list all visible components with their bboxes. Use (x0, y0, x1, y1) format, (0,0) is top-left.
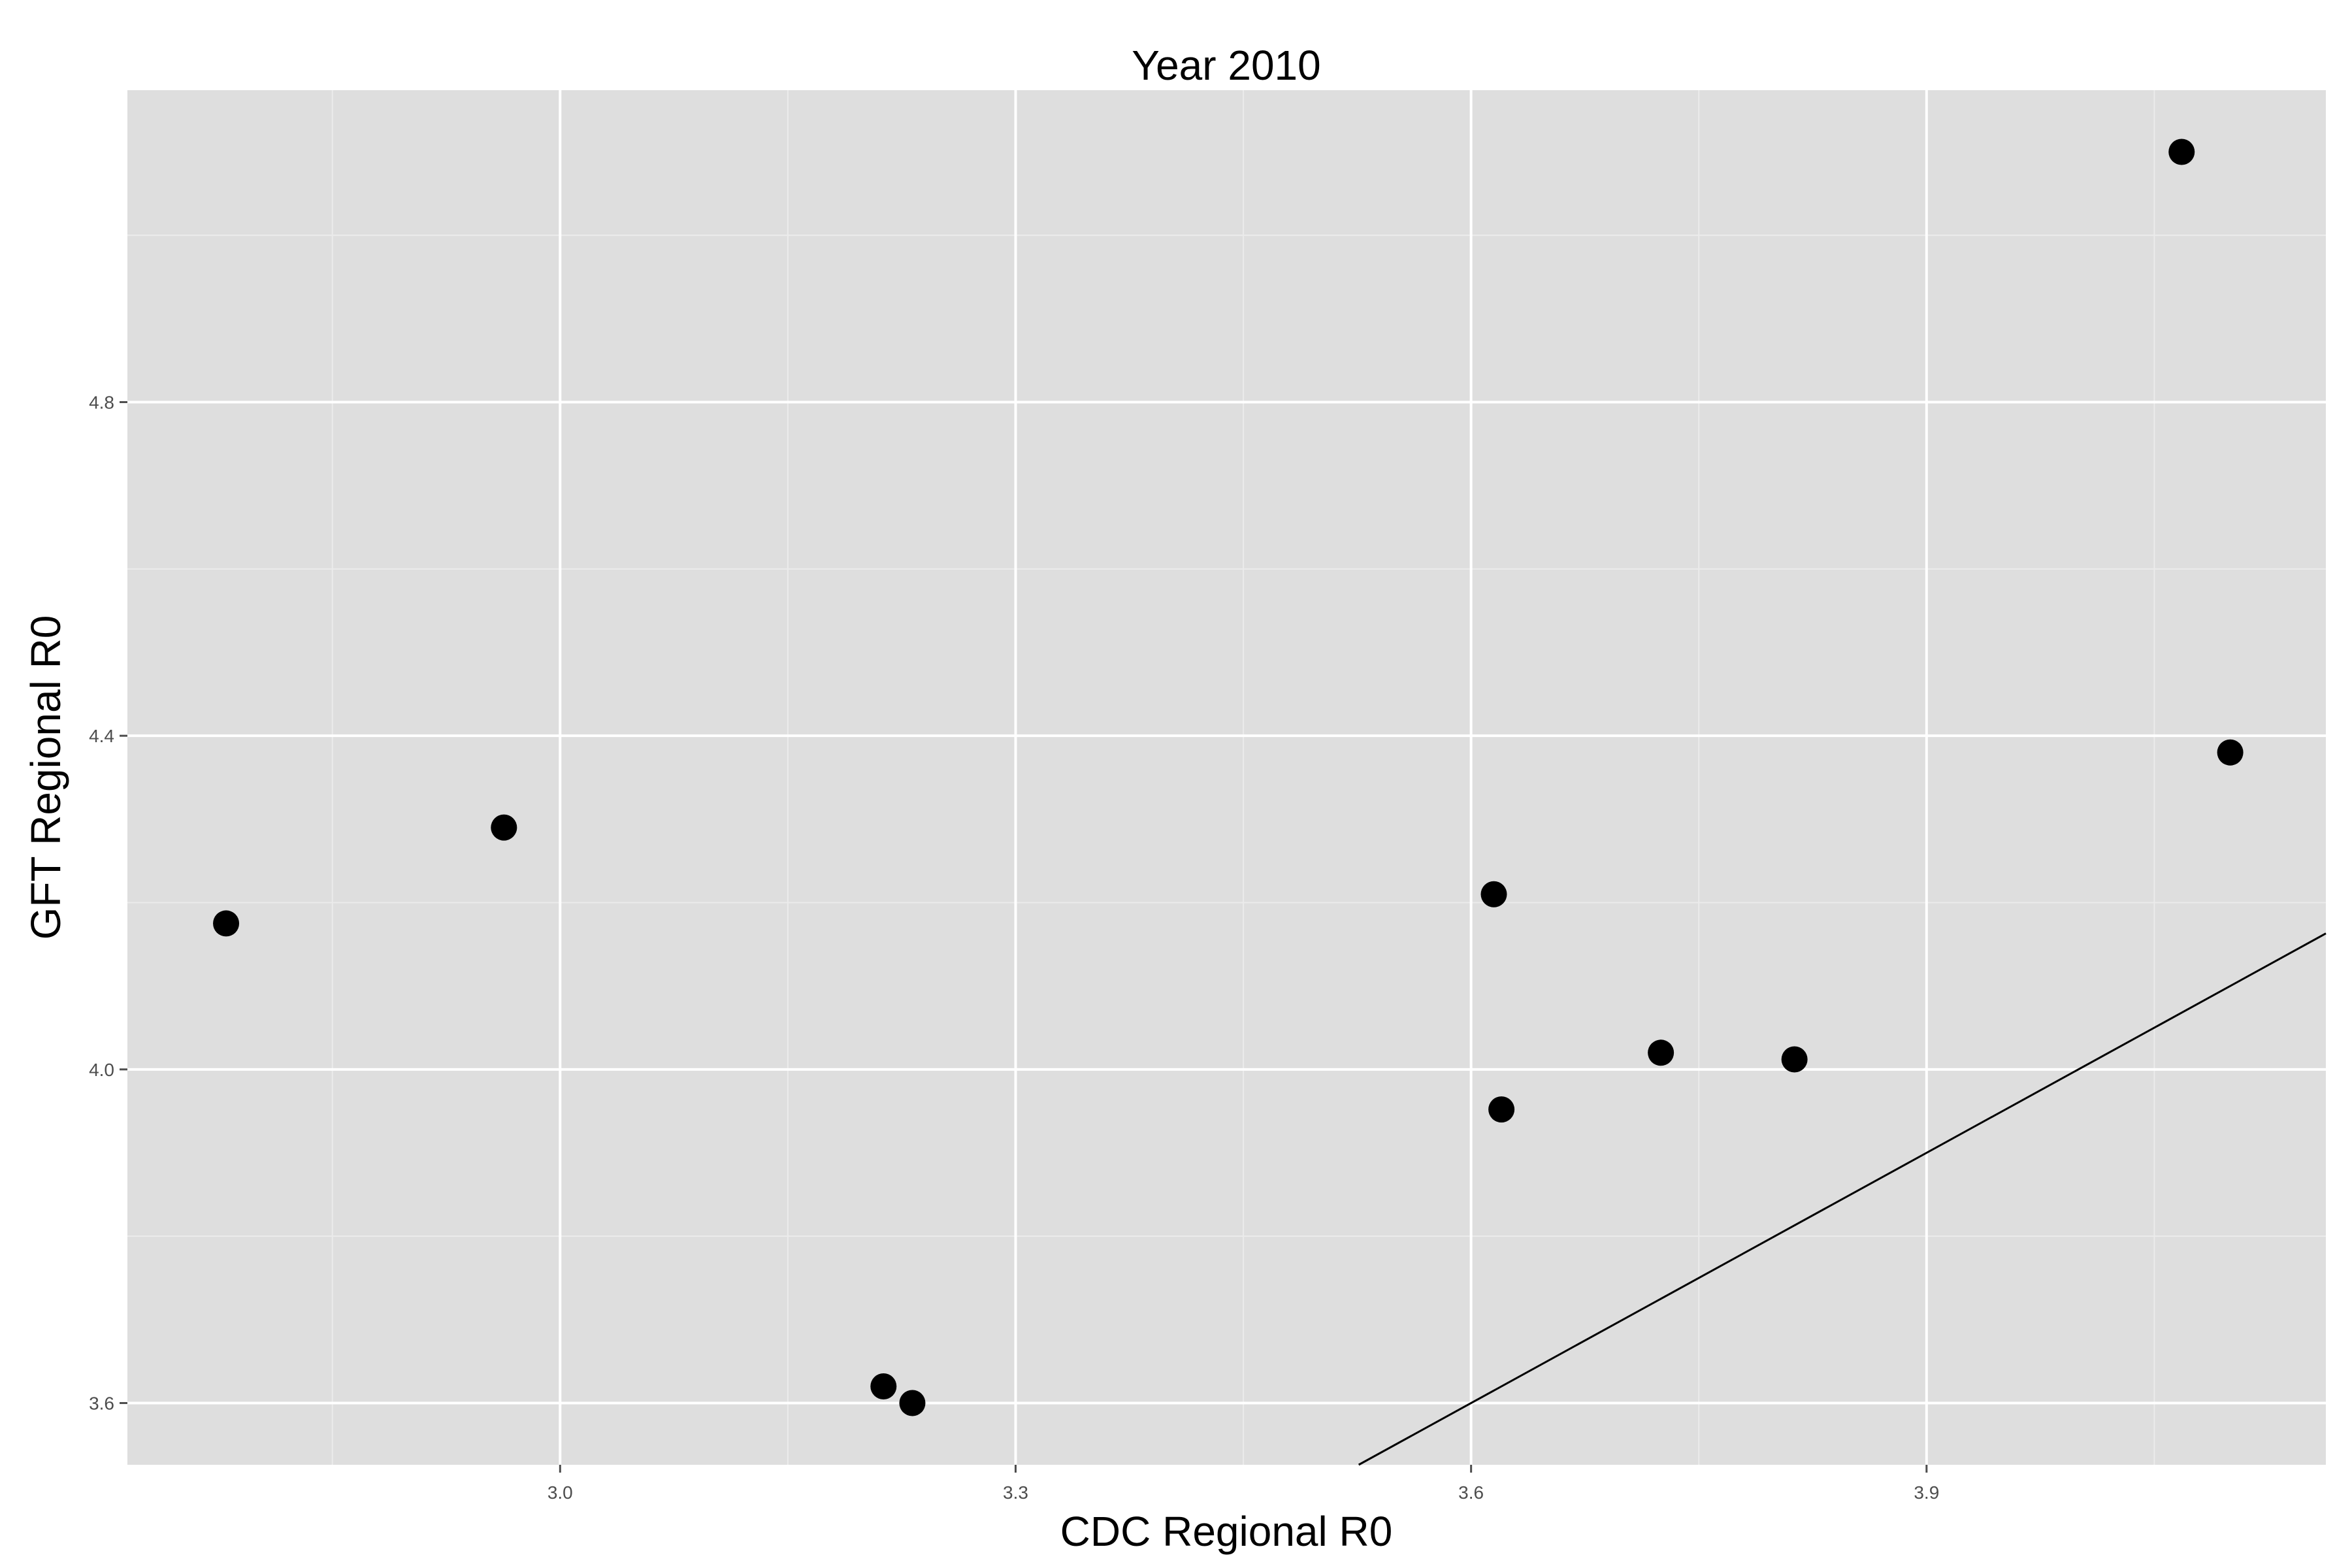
minor-grid (127, 90, 2326, 1465)
y-axis-ticks: 3.6 4.0 4.4 4.8 (89, 392, 127, 1414)
chart-title: Year 2010 (1132, 42, 1320, 89)
x-tick-label: 3.9 (1914, 1482, 1939, 1503)
scatter-point (870, 1373, 897, 1399)
reference-line-group (1358, 932, 2327, 1466)
y-tick-label: 4.0 (89, 1060, 114, 1080)
x-axis-ticks: 3.0 3.3 3.6 3.9 (547, 1465, 1939, 1503)
x-tick-label: 3.3 (1003, 1482, 1028, 1503)
points-group (213, 139, 2244, 1416)
x-axis-title: CDC Regional R0 (1060, 1508, 1393, 1555)
y-axis-title: GFT Regional R0 (22, 615, 69, 940)
scatter-point (1488, 1096, 1515, 1123)
scatter-point (899, 1390, 926, 1416)
major-grid (127, 90, 2326, 1465)
scatter-point (2217, 739, 2244, 766)
y-tick-label: 3.6 (89, 1394, 114, 1414)
y-tick-label: 4.4 (89, 726, 114, 746)
scatter-point (1648, 1039, 1674, 1066)
x-tick-label: 3.6 (1458, 1482, 1484, 1503)
reference-line (1358, 932, 2327, 1466)
plot-panel (127, 90, 2326, 1465)
scatter-point (1781, 1046, 1808, 1073)
x-tick-label: 3.0 (547, 1482, 573, 1503)
scatter-point (2168, 139, 2195, 165)
scatter-point (1480, 881, 1507, 907)
scatter-point (491, 814, 517, 841)
y-tick-label: 4.8 (89, 392, 114, 412)
scatter-point (213, 910, 240, 937)
